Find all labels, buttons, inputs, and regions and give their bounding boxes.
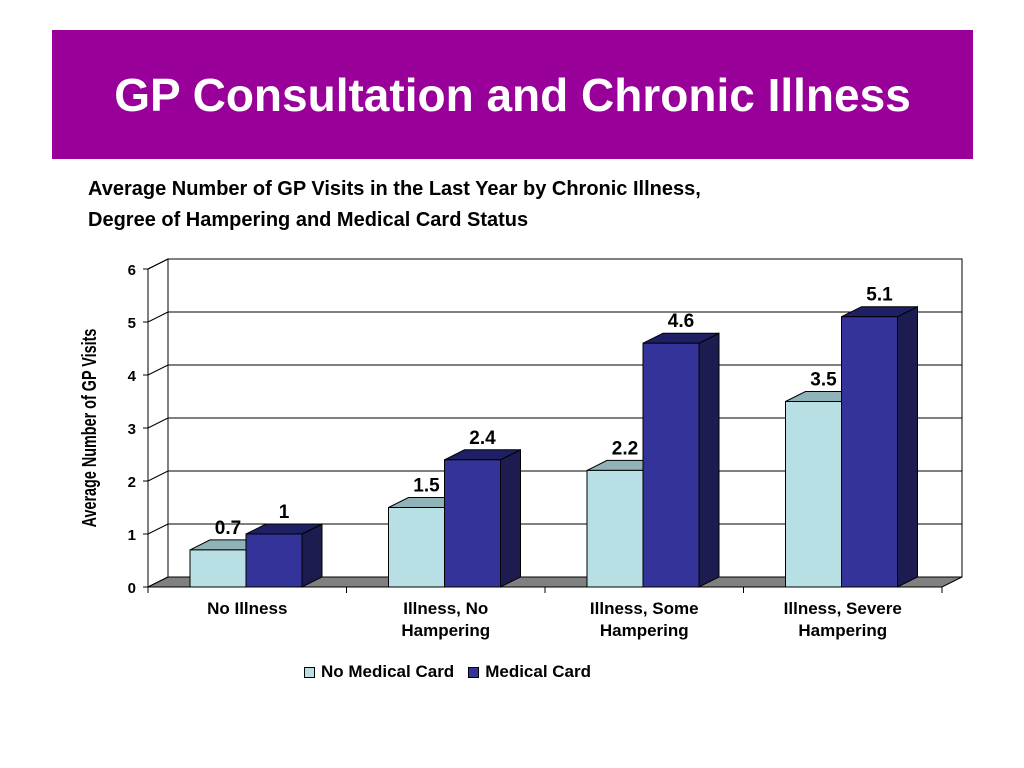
title-banner: GP Consultation and Chronic Illness [52,30,973,159]
y-tick-label: 4 [128,368,137,385]
data-label: 2.4 [469,428,496,449]
data-label: 4.6 [668,311,694,332]
legend-item-medical-card: Medical Card [468,662,591,682]
y-axis-label: Average Number of GP Visits [78,329,101,528]
chart-legend: No Medical Card Medical Card [304,662,605,682]
legend-item-no-medical-card: No Medical Card [304,662,454,682]
data-label: 0.7 [215,518,241,539]
subtitle-line-2: Degree of Hampering and Medical Card Sta… [88,209,529,231]
y-tick-label: 3 [128,421,136,438]
slide-title: GP Consultation and Chronic Illness [114,68,911,121]
y-tick-label: 2 [128,474,136,491]
data-label: 5.1 [866,285,893,306]
gridline-depth [147,523,169,535]
data-label: 1.5 [413,476,440,497]
gridline-depth [147,364,169,376]
bar-side [500,448,521,588]
legend-label-no-medical-card: No Medical Card [321,662,455,681]
gridline-depth [147,470,169,482]
x-tick-label: Illness, Some [590,599,699,618]
bar-side [897,305,918,588]
legend-swatch-no-medical-card [304,666,315,678]
bar [642,342,700,588]
bar [245,533,303,588]
data-label: 2.2 [612,438,638,459]
legend-label-medical-card: Medical Card [485,662,592,681]
subtitle-line-1: Average Number of GP Visits in the Last … [88,178,701,200]
y-tick-label: 0 [128,580,136,597]
legend-swatch-medical-card [468,666,480,678]
bar-side [698,332,720,588]
x-tick-label: Illness, Severe [784,599,902,618]
bar [841,316,898,588]
x-tick-label: Hampering [798,621,887,640]
gridline-depth [147,258,169,270]
data-label: 1 [279,502,290,523]
x-tick-label: Hampering [600,621,689,640]
chart-subtitle: Average Number of GP Visits in the Last … [88,174,968,236]
data-label: 3.5 [810,370,837,391]
bar [189,549,247,588]
bar-side [301,523,323,588]
y-tick-label: 6 [128,262,136,279]
gridline-depth [147,417,169,429]
bar [586,469,644,588]
y-tick-label: 5 [128,315,136,332]
y-tick-label: 1 [128,527,136,544]
bar [785,401,842,588]
x-tick-label: No Illness [207,599,287,618]
bar [444,459,501,588]
gridline-depth [147,311,169,323]
x-tick-label: Hampering [401,621,490,640]
bar [388,507,445,588]
x-tick-label: Illness, No [403,599,488,618]
